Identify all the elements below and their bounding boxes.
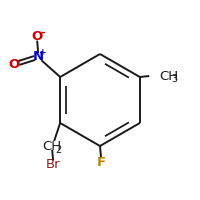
- Text: CH: CH: [159, 70, 178, 82]
- Text: Br: Br: [46, 158, 60, 171]
- Text: CH: CH: [43, 140, 62, 154]
- Text: -: -: [41, 28, 45, 38]
- Text: O: O: [32, 30, 43, 44]
- Text: O: O: [8, 58, 20, 71]
- Text: 3: 3: [171, 74, 177, 84]
- Text: +: +: [39, 48, 46, 57]
- Text: 2: 2: [55, 145, 62, 155]
- Text: N: N: [33, 50, 44, 64]
- Text: F: F: [96, 156, 106, 170]
